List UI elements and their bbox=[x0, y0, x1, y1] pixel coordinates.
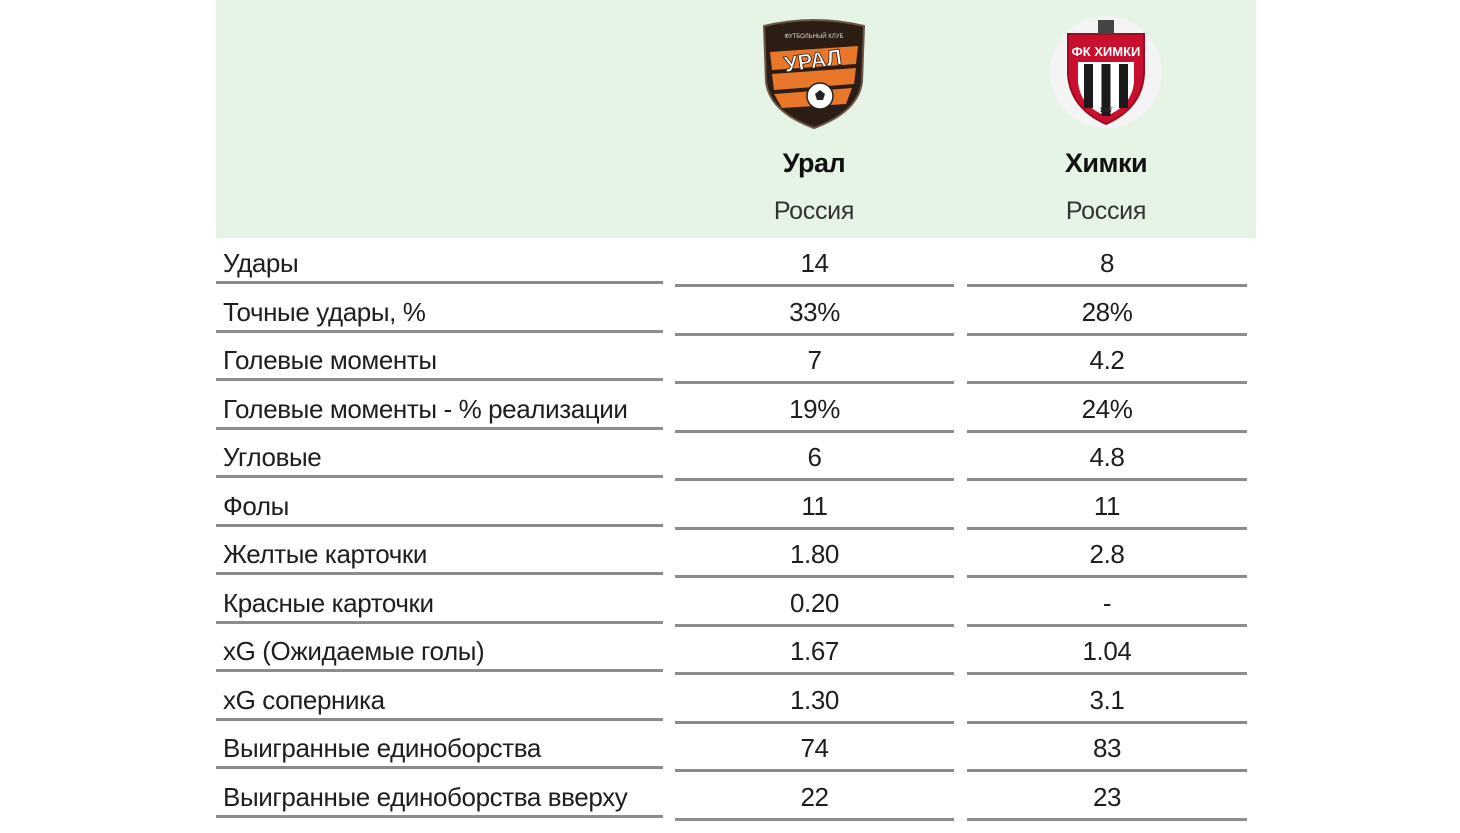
svg-text:ФУТБОЛЬНЫЙ КЛУБ: ФУТБОЛЬНЫЙ КЛУБ bbox=[785, 32, 844, 40]
khimki-value: 2.8 bbox=[967, 529, 1247, 578]
team-name: Химки bbox=[1064, 148, 1148, 178]
table-row: Желтые карточки 1.80 2.8 bbox=[216, 529, 1256, 578]
ural-value: 11 bbox=[675, 481, 954, 530]
team-name: Урал bbox=[782, 148, 846, 178]
ural-logo-icon: ФУТБОЛЬНЫЙ КЛУБ УРАЛ bbox=[762, 19, 866, 130]
ural-value: 6 bbox=[675, 432, 954, 481]
table-row: Выигранные единоборства 74 83 bbox=[216, 723, 1256, 772]
stats-comparison-table: ФУТБОЛЬНЫЙ КЛУБ УРАЛ Урал Россия ФК ХИМК… bbox=[216, 0, 1256, 821]
khimki-value: 23 bbox=[967, 772, 1247, 821]
ural-value: 74 bbox=[675, 723, 954, 772]
stat-label: xG (Ожидаемые голы) bbox=[216, 626, 663, 672]
svg-text:1997: 1997 bbox=[1099, 108, 1113, 114]
team-country: Россия bbox=[773, 197, 855, 225]
stat-label: Желтые карточки bbox=[216, 529, 663, 575]
stat-label: Удары bbox=[216, 238, 663, 284]
table-row: Точные удары, % 33% 28% bbox=[216, 287, 1256, 336]
table-header: ФУТБОЛЬНЫЙ КЛУБ УРАЛ Урал Россия ФК ХИМК… bbox=[216, 0, 1256, 238]
khimki-value: 4.8 bbox=[967, 432, 1247, 481]
stat-label: Точные удары, % bbox=[216, 287, 663, 333]
ural-value: 19% bbox=[675, 384, 954, 433]
table-row: Угловые 6 4.8 bbox=[216, 432, 1256, 481]
table-row: Голевые моменты - % реализации 19% 24% bbox=[216, 384, 1256, 433]
table-row: xG соперника 1.30 3.1 bbox=[216, 675, 1256, 724]
ural-value: 22 bbox=[675, 772, 954, 821]
ural-value: 7 bbox=[675, 335, 954, 384]
stat-label: Фолы bbox=[216, 481, 663, 527]
khimki-value: 4.2 bbox=[967, 335, 1247, 384]
khimki-value: 11 bbox=[967, 481, 1247, 530]
table-row: Фолы 11 11 bbox=[216, 481, 1256, 530]
khimki-value: 8 bbox=[967, 238, 1247, 287]
stat-label: Голевые моменты bbox=[216, 335, 663, 381]
khimki-value: 3.1 bbox=[967, 675, 1247, 724]
ural-value: 1.67 bbox=[675, 626, 954, 675]
khimki-value: 24% bbox=[967, 384, 1247, 433]
stats-rows: Удары 14 8 Точные удары, % 33% 28% Голевые мом… bbox=[216, 238, 1256, 821]
table-row: Удары 14 8 bbox=[216, 238, 1256, 287]
stat-label: Угловые bbox=[216, 432, 663, 478]
stat-label: Выигранные единоборства вверху bbox=[216, 772, 663, 818]
table-row: xG (Ожидаемые голы) 1.67 1.04 bbox=[216, 626, 1256, 675]
table-row: Красные карточки 0.20- bbox=[216, 578, 1256, 627]
ural-value: 1.30 bbox=[675, 675, 954, 724]
table-row: Выигранные единоборства вверху 22 23 bbox=[216, 772, 1256, 821]
khimki-value: 1.04 bbox=[967, 626, 1247, 675]
team-column-khimki: ФК ХИМКИ 1997 Химки Россия bbox=[966, 0, 1246, 226]
stat-label: Красные карточки bbox=[216, 578, 663, 624]
team-column-ural: ФУТБОЛЬНЫЙ КЛУБ УРАЛ Урал Россия bbox=[674, 0, 954, 226]
stat-label: Выигранные единоборства bbox=[216, 723, 663, 769]
team-country: Россия bbox=[1065, 197, 1147, 225]
ural-value: 33% bbox=[675, 287, 954, 336]
khimki-value: 83 bbox=[967, 723, 1247, 772]
ural-value: 0.20 bbox=[675, 578, 954, 627]
table-row: Голевые моменты 7 4.2 bbox=[216, 335, 1256, 384]
svg-text:ФК ХИМКИ: ФК ХИМКИ bbox=[1072, 44, 1141, 59]
khimki-logo-icon: ФК ХИМКИ 1997 bbox=[1050, 16, 1162, 128]
khimki-value: - bbox=[967, 578, 1247, 627]
ural-value: 14 bbox=[675, 238, 954, 287]
stat-label: Голевые моменты - % реализации bbox=[216, 384, 663, 430]
ural-value: 1.80 bbox=[675, 529, 954, 578]
stat-label: xG соперника bbox=[216, 675, 663, 721]
khimki-value: 28% bbox=[967, 287, 1247, 336]
